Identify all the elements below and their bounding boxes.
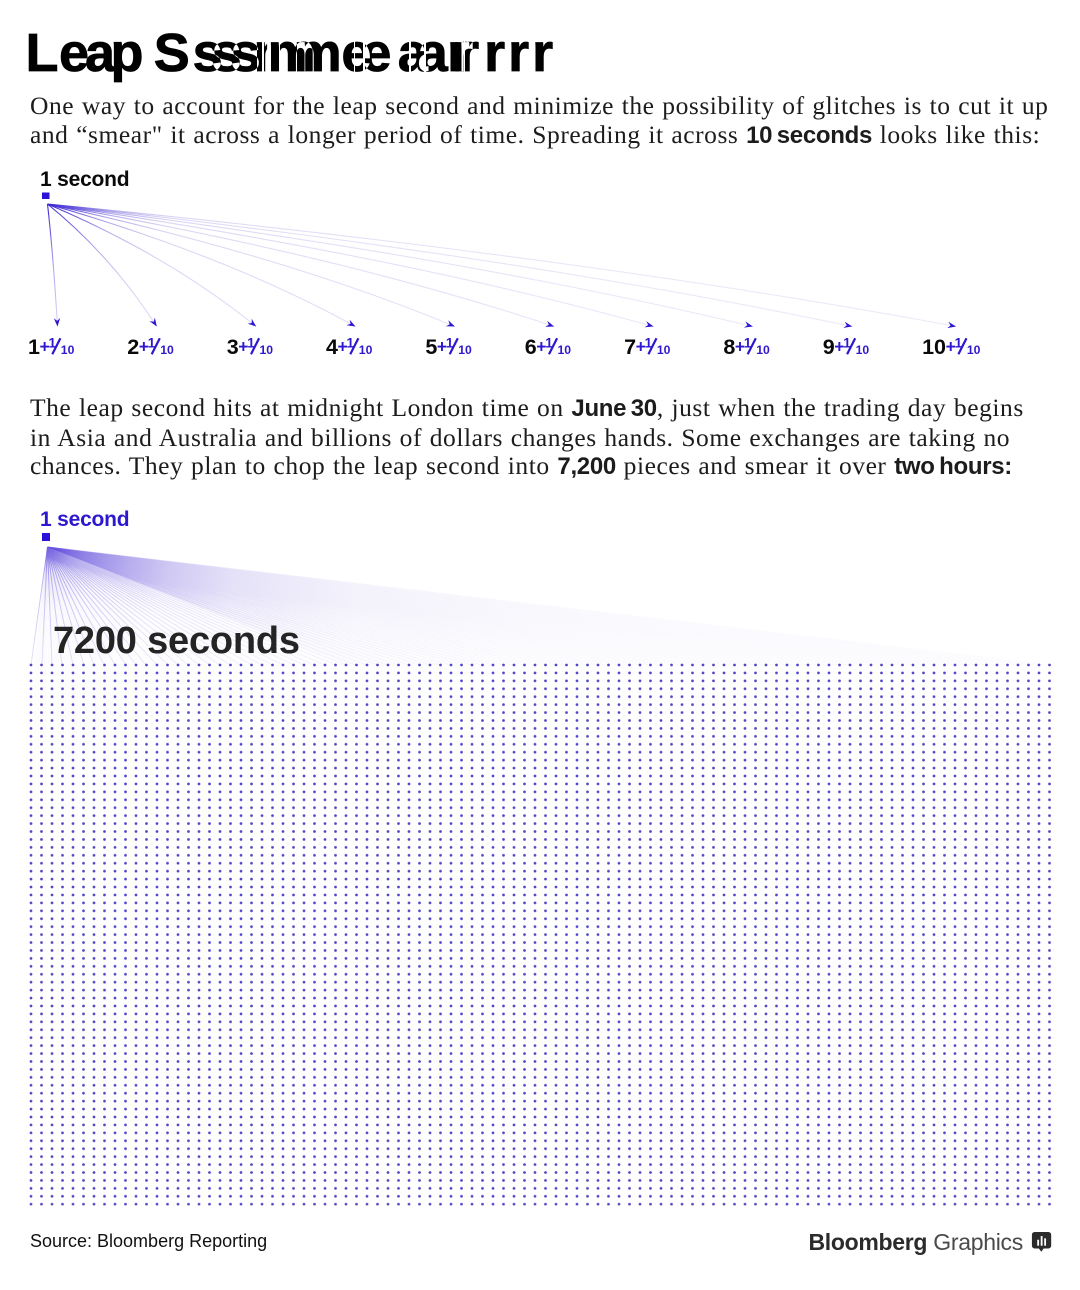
svg-text:10: 10 xyxy=(756,343,770,357)
svg-text:7: 7 xyxy=(624,335,636,359)
svg-text:10: 10 xyxy=(922,335,946,359)
svg-text:+: + xyxy=(238,337,248,357)
svg-text:1: 1 xyxy=(347,336,355,351)
svg-text:1: 1 xyxy=(247,336,255,351)
svg-text:1: 1 xyxy=(645,336,653,351)
svg-text:+: + xyxy=(636,337,646,357)
svg-text:+: + xyxy=(338,337,348,357)
svg-text:10: 10 xyxy=(61,343,75,357)
svg-text:3: 3 xyxy=(227,335,239,359)
svg-text:10: 10 xyxy=(657,343,671,357)
svg-text:6: 6 xyxy=(525,335,537,359)
svg-text:4: 4 xyxy=(326,335,338,359)
svg-text:5: 5 xyxy=(425,335,437,359)
svg-text:1: 1 xyxy=(955,336,963,351)
svg-text:1: 1 xyxy=(28,335,40,359)
svg-text:1: 1 xyxy=(843,336,851,351)
svg-text:1: 1 xyxy=(49,336,57,351)
svg-text:10: 10 xyxy=(260,343,274,357)
svg-text:1: 1 xyxy=(446,336,454,351)
svg-text:8: 8 xyxy=(723,335,735,359)
svg-text:+: + xyxy=(735,337,745,357)
svg-text:+: + xyxy=(834,337,844,357)
svg-text:+: + xyxy=(946,337,956,357)
svg-text:10: 10 xyxy=(558,343,572,357)
svg-text:2: 2 xyxy=(127,335,139,359)
svg-text:+: + xyxy=(437,337,447,357)
svg-text:10: 10 xyxy=(359,343,373,357)
svg-text:1: 1 xyxy=(148,336,156,351)
svg-text:10: 10 xyxy=(160,343,174,357)
svg-text:9: 9 xyxy=(823,335,835,359)
svg-text:+: + xyxy=(139,337,149,357)
svg-text:10: 10 xyxy=(967,343,981,357)
svg-text:10: 10 xyxy=(458,343,472,357)
svg-text:+: + xyxy=(40,337,50,357)
svg-text:1: 1 xyxy=(545,336,553,351)
svg-text:1: 1 xyxy=(744,336,752,351)
svg-text:10: 10 xyxy=(856,343,870,357)
svg-text:+: + xyxy=(536,337,546,357)
